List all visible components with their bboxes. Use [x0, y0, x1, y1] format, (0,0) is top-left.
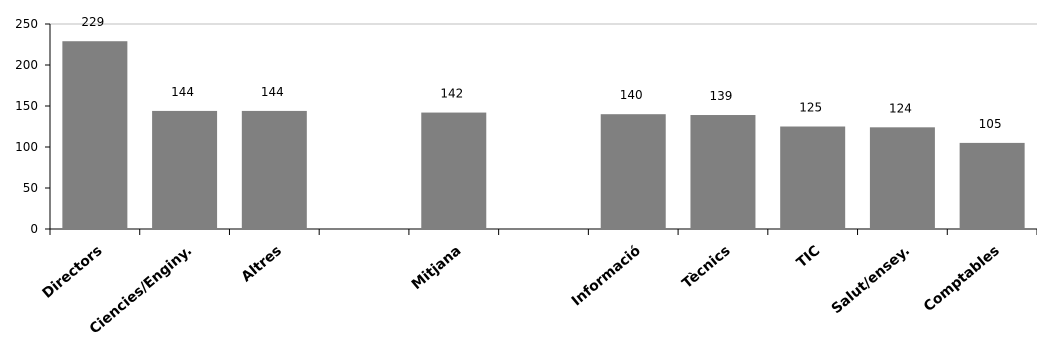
- bar: [152, 110, 218, 229]
- data-label: 144: [261, 85, 284, 99]
- y-tick-label: 100: [15, 140, 38, 154]
- y-tick-label: 50: [23, 181, 38, 195]
- x-tick-label: Salut/ensey.: [829, 243, 913, 317]
- x-tick-label: Altres: [239, 243, 285, 286]
- bar: [780, 126, 846, 229]
- chart-bars: [62, 41, 1025, 229]
- data-label: 124: [889, 101, 912, 115]
- data-label: 125: [799, 101, 822, 115]
- bar: [869, 127, 935, 229]
- data-label: 105: [979, 117, 1002, 131]
- data-label: 229: [81, 15, 104, 29]
- x-tick-label: Informació: [569, 243, 644, 310]
- x-tick-label: Mitjana: [409, 243, 465, 293]
- bar: [690, 115, 756, 229]
- x-tick-label: TIC: [794, 243, 823, 271]
- x-tick-label: Comptables: [921, 243, 1003, 315]
- data-label: 142: [440, 87, 463, 101]
- data-label: 140: [620, 88, 643, 102]
- y-tick-label: 250: [15, 17, 38, 31]
- bar: [600, 114, 666, 229]
- data-label: 139: [710, 89, 733, 103]
- x-tick-label: Directors: [39, 243, 105, 302]
- y-tick-label: 0: [30, 222, 38, 236]
- y-tick-label: 200: [15, 58, 38, 72]
- bar: [421, 112, 487, 229]
- bar: [62, 41, 128, 229]
- data-label: 144: [171, 85, 194, 99]
- bar: [241, 110, 307, 229]
- bar: [959, 142, 1025, 229]
- x-tick-label: Tècnics: [679, 243, 733, 292]
- y-tick-label: 150: [15, 99, 38, 113]
